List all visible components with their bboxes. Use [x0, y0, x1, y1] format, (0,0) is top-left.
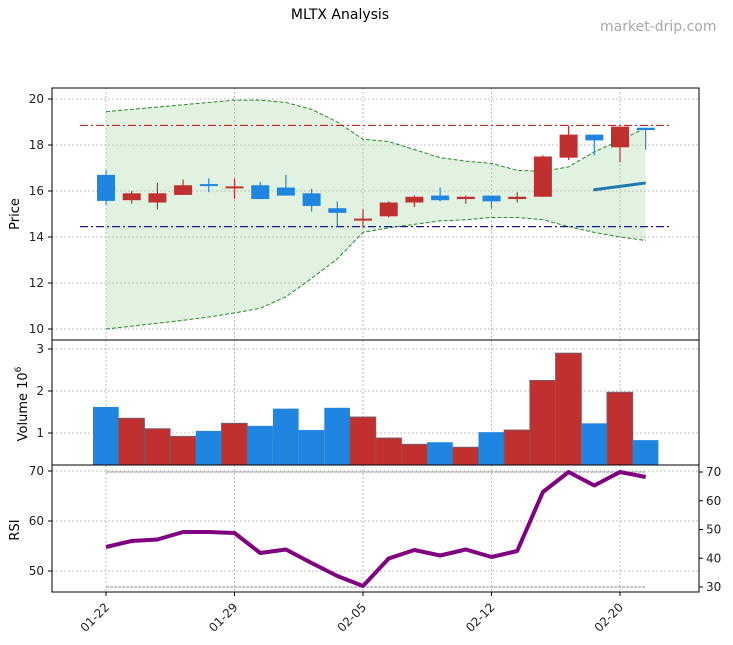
volume-bar — [581, 423, 607, 465]
rsi-line — [105, 470, 647, 588]
y-tick-label: 2 — [36, 384, 44, 398]
volume-bar — [143, 428, 171, 466]
volume-bar — [529, 380, 557, 466]
candle-body — [611, 126, 629, 148]
candle-body — [276, 187, 295, 196]
y-tick-label-right: 30 — [706, 580, 721, 594]
volume-bar — [93, 406, 119, 465]
volume-bar — [195, 430, 222, 465]
y-tick-label: 50 — [29, 564, 44, 578]
y-tick-label: 20 — [29, 92, 44, 106]
price-panel: 10 12 14 16 18 20 Price — [8, 87, 700, 341]
x-tick-label: 01-22 — [78, 600, 113, 635]
volume-bar — [169, 435, 197, 466]
y-tick-label: 10 — [29, 322, 44, 336]
bollinger-lower-line — [105, 216, 646, 330]
x-tick-label: 02-20 — [592, 600, 627, 635]
candle-body — [251, 185, 270, 200]
volume-bar — [272, 408, 299, 465]
volume-panel: 1 2 3 Volume 106 — [14, 339, 700, 466]
volume-bar — [606, 391, 634, 466]
y-tick-label-right: 50 — [706, 523, 721, 537]
y-tick-label: 1 — [36, 426, 44, 440]
volume-bar — [247, 425, 273, 465]
candle-body — [636, 127, 655, 131]
bollinger-band-fill — [106, 100, 646, 330]
rsi-axes-frame — [51, 464, 700, 593]
volume-bar — [555, 352, 582, 466]
candle-body — [585, 134, 604, 141]
y-tick-label: 70 — [29, 464, 44, 478]
chart-title: MLTX Analysis — [290, 7, 390, 23]
volume-bar — [632, 440, 659, 465]
candle-body — [97, 174, 115, 201]
candle-body — [456, 196, 475, 200]
y-tick-label: 3 — [36, 342, 44, 356]
y-tick-label: 60 — [29, 514, 44, 528]
y-tick-label: 16 — [29, 184, 44, 198]
candle-body — [148, 193, 167, 203]
rsi-axis-label: RSI — [8, 519, 23, 540]
volume-exponent: 6 — [14, 366, 24, 372]
trend-line — [593, 181, 646, 192]
candle-body — [405, 196, 424, 203]
watermark: market-drip.com — [600, 19, 717, 35]
x-tick-label: 01-29 — [206, 600, 241, 635]
y-tick-label: 14 — [29, 230, 44, 244]
bollinger-upper-line — [105, 99, 646, 172]
candle-body — [302, 193, 321, 206]
candle-body — [431, 195, 450, 201]
x-tick-label: 02-05 — [335, 600, 370, 635]
volume-bar — [118, 417, 145, 466]
volume-bar — [375, 437, 402, 466]
candle-body — [379, 202, 398, 217]
candle-body — [225, 186, 244, 189]
volume-bar — [324, 407, 350, 465]
candle-body — [354, 218, 372, 221]
y-tick-label-right: 60 — [706, 494, 721, 508]
y-tick-label: 12 — [29, 276, 44, 290]
volume-bar — [400, 443, 428, 466]
volume-bar — [298, 430, 325, 465]
candle-body — [174, 185, 193, 195]
candle-body — [559, 134, 578, 158]
candle-body — [328, 208, 347, 213]
volume-bar — [452, 446, 479, 466]
candle-body — [122, 193, 141, 201]
candle-body — [508, 196, 527, 200]
x-tick-label: 02-12 — [463, 600, 498, 635]
price-axis-label: Price — [8, 198, 23, 230]
candle-body — [533, 156, 552, 197]
volume-bar — [427, 442, 453, 465]
volume-bar — [503, 429, 531, 466]
candle-body — [482, 195, 501, 202]
y-tick-label-right: 70 — [706, 465, 721, 479]
y-tick-label-right: 40 — [706, 551, 721, 565]
volume-axis-label: Volume 106 — [14, 366, 31, 441]
candle-body — [199, 184, 218, 187]
volume-bar — [478, 432, 505, 465]
y-tick-label: 18 — [29, 138, 44, 152]
volume-bar — [221, 422, 248, 466]
volume-bar — [349, 416, 377, 466]
rsi-panel: 50 60 70 30 40 50 60 70 RSI 01-22 01-29 02-05 02-12 0… — [8, 464, 721, 635]
